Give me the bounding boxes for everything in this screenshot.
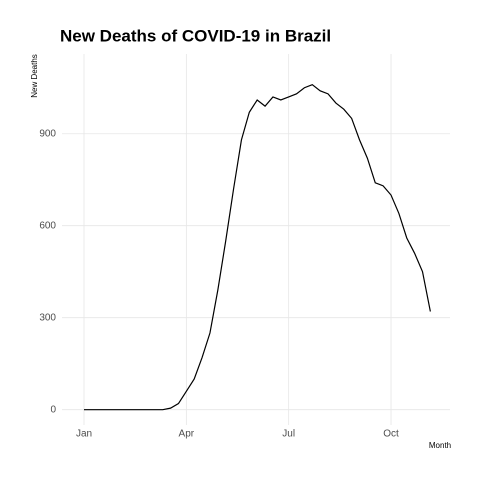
x-tick-label: Jan bbox=[76, 429, 92, 440]
chart-title: New Deaths of COVID-19 in Brazil bbox=[60, 26, 331, 45]
y-tick-label: 900 bbox=[39, 128, 56, 139]
x-tick-label: Apr bbox=[179, 429, 195, 440]
y-tick-label: 0 bbox=[50, 404, 56, 415]
data-line bbox=[84, 83, 431, 411]
y-tick-label: 300 bbox=[39, 312, 56, 323]
x-tick-label: Jul bbox=[282, 429, 295, 440]
y-axis-label: New Deaths bbox=[30, 54, 39, 98]
y-tick-label: 600 bbox=[39, 220, 56, 231]
x-tick-label: Oct bbox=[383, 429, 399, 440]
x-axis-label: Month bbox=[429, 441, 451, 450]
